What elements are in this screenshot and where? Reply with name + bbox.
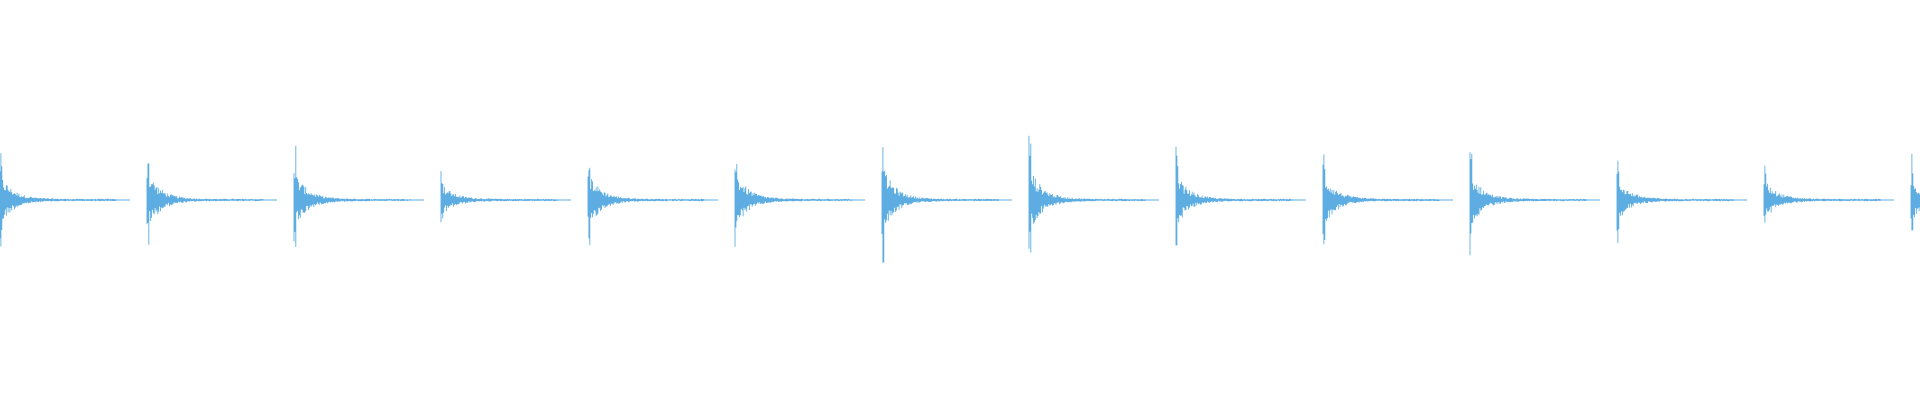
transient-hit-7 [881,147,1012,263]
waveform-burst [1175,146,1293,246]
waveform-burst [1616,160,1734,244]
transient-hit-10 [1322,154,1453,245]
transient-hit-6 [734,164,865,247]
transient-hit-1 [0,153,130,247]
waveform-burst [881,147,999,263]
transient-hit-4 [440,171,571,223]
transient-hit-14 [1910,153,1920,231]
waveform-burst [1910,153,1920,231]
waveform-burst [587,167,705,246]
waveform-burst [1763,165,1881,223]
waveform-burst [1028,135,1146,253]
waveform-burst [734,164,852,247]
waveform-burst [1469,152,1587,256]
transient-hit-9 [1175,146,1306,246]
waveform-burst [293,145,411,247]
waveform-burst [440,171,558,223]
transient-hit-3 [293,145,424,247]
transient-hit-12 [1616,160,1747,244]
transient-hit-13 [1763,165,1894,223]
waveform-burst [0,153,117,247]
transient-hit-8 [1028,135,1159,253]
waveform-burst [146,163,264,245]
transient-hit-2 [146,163,277,245]
transient-hit-11 [1469,152,1600,256]
transient-hit-5 [587,167,718,246]
waveform-burst [1322,154,1440,245]
